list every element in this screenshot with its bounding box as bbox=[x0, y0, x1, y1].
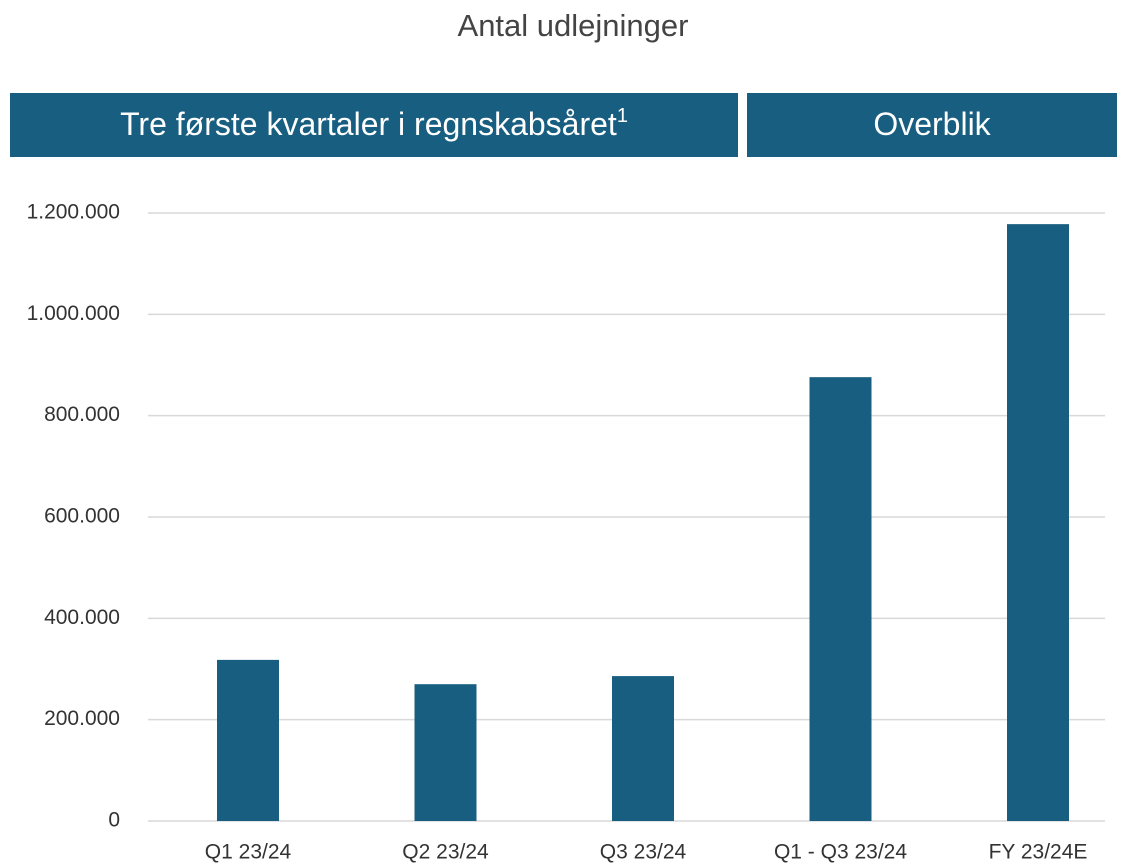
section-banner bbox=[10, 93, 738, 157]
y-tick-label: 600.000 bbox=[44, 505, 120, 528]
bar bbox=[612, 676, 674, 821]
x-tick-label: Q1 23/24 bbox=[205, 841, 292, 864]
section-banner bbox=[747, 93, 1117, 157]
section-label-text: Tre første kvartaler i regnskabsåret bbox=[120, 106, 617, 142]
section-label: Tre første kvartaler i regnskabsåret1 bbox=[120, 105, 628, 142]
section-note: 1 bbox=[617, 105, 628, 127]
chart-title: Antal udlejninger bbox=[458, 8, 689, 43]
y-tick-label: 1.000.000 bbox=[27, 302, 120, 325]
y-tick-label: 800.000 bbox=[44, 403, 120, 426]
bar bbox=[217, 659, 279, 821]
section-label-text: Overblik bbox=[873, 106, 991, 142]
bar bbox=[414, 684, 477, 821]
x-tick-label: Q3 23/24 bbox=[600, 841, 687, 864]
y-tick-label: 200.000 bbox=[44, 707, 120, 730]
x-tick-label: Q1 - Q3 23/24 bbox=[774, 841, 907, 864]
bar bbox=[1007, 224, 1069, 821]
y-tick-label: 0 bbox=[108, 809, 120, 832]
x-tick-label: Q2 23/24 bbox=[402, 841, 489, 864]
y-tick-label: 1.200.000 bbox=[27, 201, 120, 224]
section-label: Overblik bbox=[873, 106, 991, 142]
x-tick-label: FY 23/24E bbox=[989, 841, 1088, 864]
bar bbox=[809, 377, 872, 821]
y-tick-label: 400.000 bbox=[44, 606, 120, 629]
